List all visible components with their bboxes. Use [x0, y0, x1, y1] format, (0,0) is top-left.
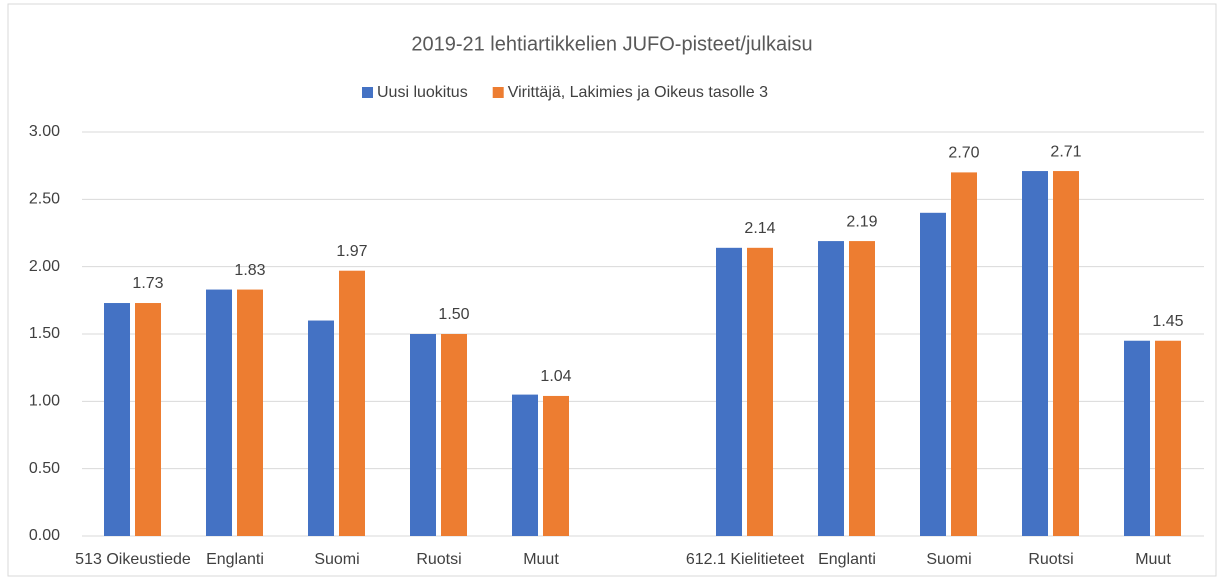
x-tick-label: Suomi	[926, 551, 971, 568]
legend-swatch	[492, 87, 504, 98]
x-tick-label: Ruotsi	[1028, 551, 1073, 568]
x-tick-label: Ruotsi	[416, 551, 461, 568]
bar	[920, 212, 946, 537]
chart-title: 2019-21 lehtiartikkelien JUFO-pisteet/ju…	[411, 33, 812, 55]
x-tick-label: 513 Oikeustiede	[75, 551, 191, 568]
bar	[339, 270, 365, 536]
x-tick-label: Englanti	[206, 551, 264, 568]
x-tick-label: Suomi	[314, 551, 359, 568]
x-tick-label: Muut	[523, 551, 559, 568]
bar	[308, 320, 334, 536]
bar	[716, 247, 742, 536]
bar	[1124, 340, 1150, 536]
data-label: 2.71	[1050, 143, 1081, 160]
x-tick-label: Englanti	[818, 551, 876, 568]
bar	[849, 241, 875, 536]
legend-label: Virittäjä, Lakimies ja Oikeus tasolle 3	[508, 84, 768, 101]
bar	[951, 172, 977, 536]
x-tick-label: Muut	[1135, 551, 1171, 568]
bar	[237, 289, 263, 536]
data-label: 1.83	[234, 262, 265, 279]
y-tick-label: 2.50	[29, 191, 60, 208]
y-tick-label: 3.00	[29, 123, 60, 140]
bar	[441, 334, 467, 536]
data-label: 2.14	[744, 220, 775, 237]
y-tick-label: 0.50	[29, 460, 60, 477]
y-tick-label: 2.00	[29, 258, 60, 275]
bar	[512, 394, 538, 536]
bar	[747, 247, 773, 536]
data-label: 1.50	[438, 306, 469, 323]
data-label: 1.45	[1152, 313, 1183, 330]
y-tick-label: 1.50	[29, 325, 60, 342]
data-label: 1.73	[132, 275, 163, 292]
bar	[818, 241, 844, 536]
data-label: 1.97	[336, 243, 367, 260]
bar	[135, 303, 161, 536]
legend-label: Uusi luokitus	[377, 84, 468, 101]
bar	[1155, 340, 1181, 536]
bar	[410, 334, 436, 536]
bar	[104, 303, 130, 536]
data-label: 1.04	[540, 368, 571, 385]
bar	[1022, 171, 1048, 536]
data-label: 2.19	[846, 213, 877, 230]
y-tick-label: 1.00	[29, 393, 60, 410]
bar	[1053, 171, 1079, 536]
x-tick-label: 612.1 Kielitieteet	[686, 551, 805, 568]
bar	[543, 395, 569, 536]
legend-swatch	[362, 87, 373, 98]
data-label: 2.70	[948, 145, 979, 162]
bar	[206, 289, 232, 536]
y-tick-label: 0.00	[29, 527, 60, 544]
